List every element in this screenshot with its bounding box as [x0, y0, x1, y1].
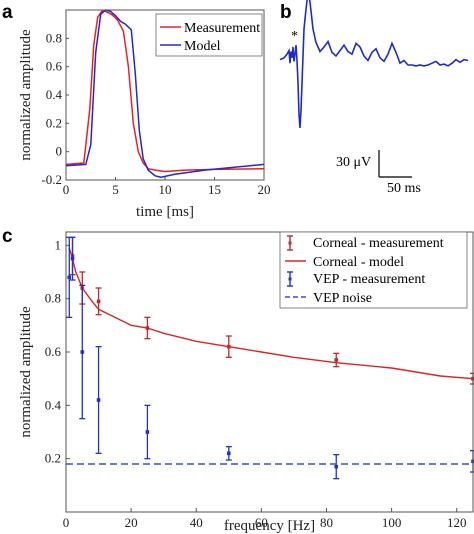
panel-a-y-tick-label: -0.2: [41, 172, 62, 187]
panel-a-series-measurement: [65, 10, 265, 173]
panel-c-vep-measurement-point: [95, 346, 102, 454]
legend-corneal-measurement-label: Corneal - measurement: [313, 236, 444, 251]
panel-a-legend-box: [155, 13, 263, 57]
panel-a-lines: [65, 9, 265, 178]
panel-c-y-axis-label: normalized amplitude: [18, 306, 34, 438]
scale-bar-voltage-label: 30 μV: [336, 155, 371, 170]
panel-a-y-tick-label: 0.4: [46, 87, 63, 102]
panel-c-vep-measurement-point: [66, 236, 73, 318]
panel-c-vep-measurement-marker: [67, 275, 72, 280]
panel-c-y-tick-label: 0.6: [45, 344, 62, 359]
panel-a-x-tick-label: 10: [159, 182, 172, 197]
panel-c-x-tick-label: 80: [320, 515, 333, 530]
panel-a-y-tick-label: 0.2: [46, 115, 62, 130]
panel-c-frame: [65, 231, 474, 513]
panel-c-corneal-measurement-point: [333, 352, 340, 368]
legend-corneal-model-label: Corneal - model: [313, 255, 404, 270]
legend-vep-noise-label: VEP noise: [313, 291, 372, 306]
panel-c-y-tick-label: 0.4: [45, 397, 62, 412]
panel-c-vep-measurement-marker: [70, 256, 75, 261]
panel-c-vep-measurement-point: [69, 236, 76, 281]
panel-c-series: [66, 236, 474, 480]
panel-letter-c: c: [2, 226, 13, 247]
panel-c-vep-measurement-point: [79, 284, 86, 420]
panel-c-vep-measurement-point: [333, 454, 340, 480]
panel-a-x-tick-label: 20: [258, 182, 271, 197]
panel-c-vep-measurement-marker: [145, 430, 150, 434]
panel-c-y-tick-label: 0.2: [45, 451, 61, 466]
panel-a-x-axis-label: time [ms]: [136, 204, 194, 220]
panel-letter-b: b: [280, 2, 292, 23]
panel-c-vep-measurement-marker: [334, 464, 339, 469]
panel-letter-a: a: [2, 2, 13, 23]
panel-c-y-tick-label: 0.8: [45, 291, 61, 306]
legend-measurement-label: Measurement: [184, 21, 260, 36]
panel-a-x-tick-label: 15: [208, 182, 221, 197]
panel-c-legend-box: [279, 231, 468, 309]
panel-c-corneal-measurement-marker: [96, 299, 101, 304]
panel-a-frame: [65, 9, 265, 181]
panel-a-y-tick-label: 0.6: [46, 59, 63, 74]
panel-c-y-tick-label: 1: [55, 237, 62, 252]
panel-c-x-tick-label: 40: [190, 515, 203, 530]
legend-vep-measurement-label: VEP - measurement: [313, 272, 425, 287]
legend-vep-measurement-marker: [288, 277, 292, 281]
vep-trace: [279, 0, 469, 129]
panel-c-x-tick-label: 100: [382, 515, 402, 530]
panel-a-chart: 0 5 10 15 20-0.200.20.40.60.8 time [ms] norm…: [18, 9, 271, 220]
panel-c-x-axis-label: frequency [Hz]: [224, 518, 315, 534]
panel-c-legend: Corneal - measurement Corneal - model VE…: [279, 231, 468, 309]
panel-c-corneal-measurement-marker: [334, 358, 339, 362]
panel-c-corneal-measurement-point: [95, 287, 102, 316]
scale-bar-time-label: 50 ms: [387, 181, 421, 196]
panel-c-vep-measurement-point: [144, 404, 151, 460]
legend-corneal-measurement-marker: [288, 241, 292, 245]
panel-c-x-tick-label: 20: [125, 515, 138, 530]
panel-a-legend: Measurement Model: [155, 13, 263, 57]
panel-c-x-tick-label: 120: [447, 515, 467, 530]
panel-c-vep-measurement-marker: [96, 398, 101, 402]
panel-c-ticks: 0 20 40 60 80 100 120 0.2 0.4 0.6 0.8 1: [45, 237, 467, 530]
panel-c-x-tick-label: 60: [255, 515, 268, 530]
panel-c-vep-measurement-marker: [227, 451, 231, 456]
panel-a-series-model: [65, 9, 265, 178]
panel-a-x-tick-label: 5: [112, 182, 119, 197]
panel-c-chart: 0 20 40 60 80 100 120 0.2 0.4 0.6 0.8 1 frequency […: [18, 231, 474, 534]
legend-model-label: Model: [184, 39, 221, 54]
panel-b-trace: * 30 μV 50 ms: [279, 0, 469, 196]
panel-a-y-tick-label: 0: [56, 144, 63, 159]
peak-annotation-asterisk: *: [291, 29, 298, 44]
panel-a-x-tick-label: 0: [63, 182, 70, 197]
panel-c-vep-measurement-marker: [80, 350, 85, 354]
panel-c-x-tick-label: 0: [63, 515, 70, 530]
panel-a-y-axis-label: normalized amplitude: [18, 29, 34, 161]
panel-c-vep-measurement-point: [225, 446, 232, 461]
panel-a-y-tick-label: 0.8: [46, 30, 62, 45]
